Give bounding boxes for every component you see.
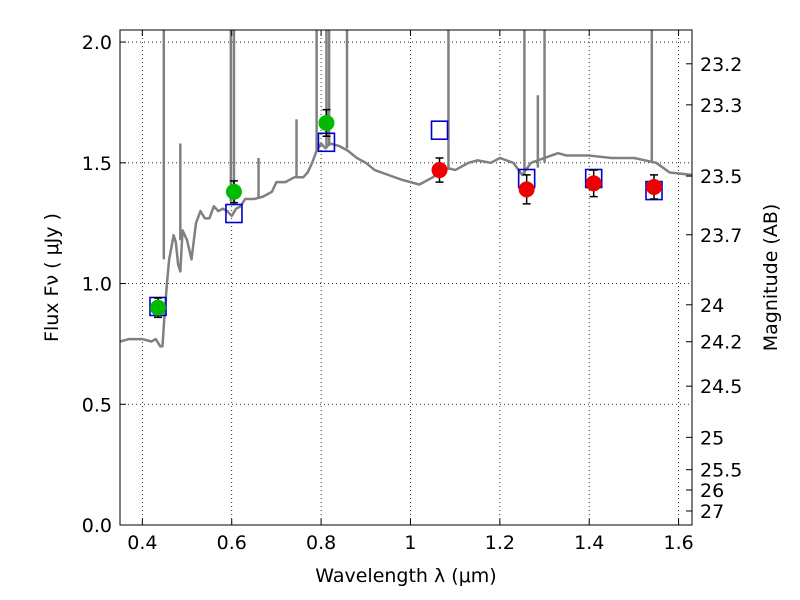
y-tick-label: 0.0 [82,515,112,537]
plot-frame [119,29,693,526]
model-spectrum-line [120,142,692,348]
x-tick-label: 0.6 [217,532,247,554]
y-axis-label: Flux Fν ( μJy ) [41,213,63,342]
data-point [431,162,448,179]
data-point [518,181,535,198]
data-point [585,175,602,192]
data-point [318,114,335,131]
data-point [225,183,242,200]
x-axis-label: Wavelength λ (μm) [315,565,496,587]
y-right-tick-label: 23.5 [700,166,742,188]
y-tick-label: 1.0 [82,274,112,296]
x-tick-label: 1.2 [485,532,515,554]
x-tick-label: 1.4 [574,532,604,554]
x-tick-label: 1 [404,532,416,554]
y-right-tick-label: 26 [700,480,724,502]
x-tick-label: 0.8 [306,532,336,554]
y-right-tick-label: 27 [700,501,724,523]
model-photometry-square [430,120,449,141]
plot-area [120,30,692,348]
y-right-tick-label: 23.7 [700,225,742,247]
x-tick-label: 1.6 [663,532,693,554]
y-right-tick-label: 25 [700,427,724,449]
y-right-tick-label: 24.5 [700,376,742,398]
y-right-tick-label: 24 [700,295,724,317]
ticks: 0.4 0.6 0.8 1 1.2 1.4 1.6 0.0 0.5 1.0 1.5 2.0 23.2 23… [82,30,742,554]
data-point [149,299,166,316]
y-tick-label: 2.0 [82,32,112,54]
y-right-tick-label: 23.3 [700,95,742,117]
y-right-tick-label: 23.2 [700,54,742,76]
y-right-tick-label: 24.2 [700,332,742,354]
y-tick-label: 1.5 [82,153,112,175]
model-photometry-square [225,203,243,224]
x-tick-label: 0.4 [127,532,157,554]
data-point [646,178,663,195]
y-axis-right-label: Magnitude (AB) [760,204,782,352]
y-right-tick-label: 25.5 [700,460,742,482]
y-tick-label: 0.5 [82,394,112,416]
